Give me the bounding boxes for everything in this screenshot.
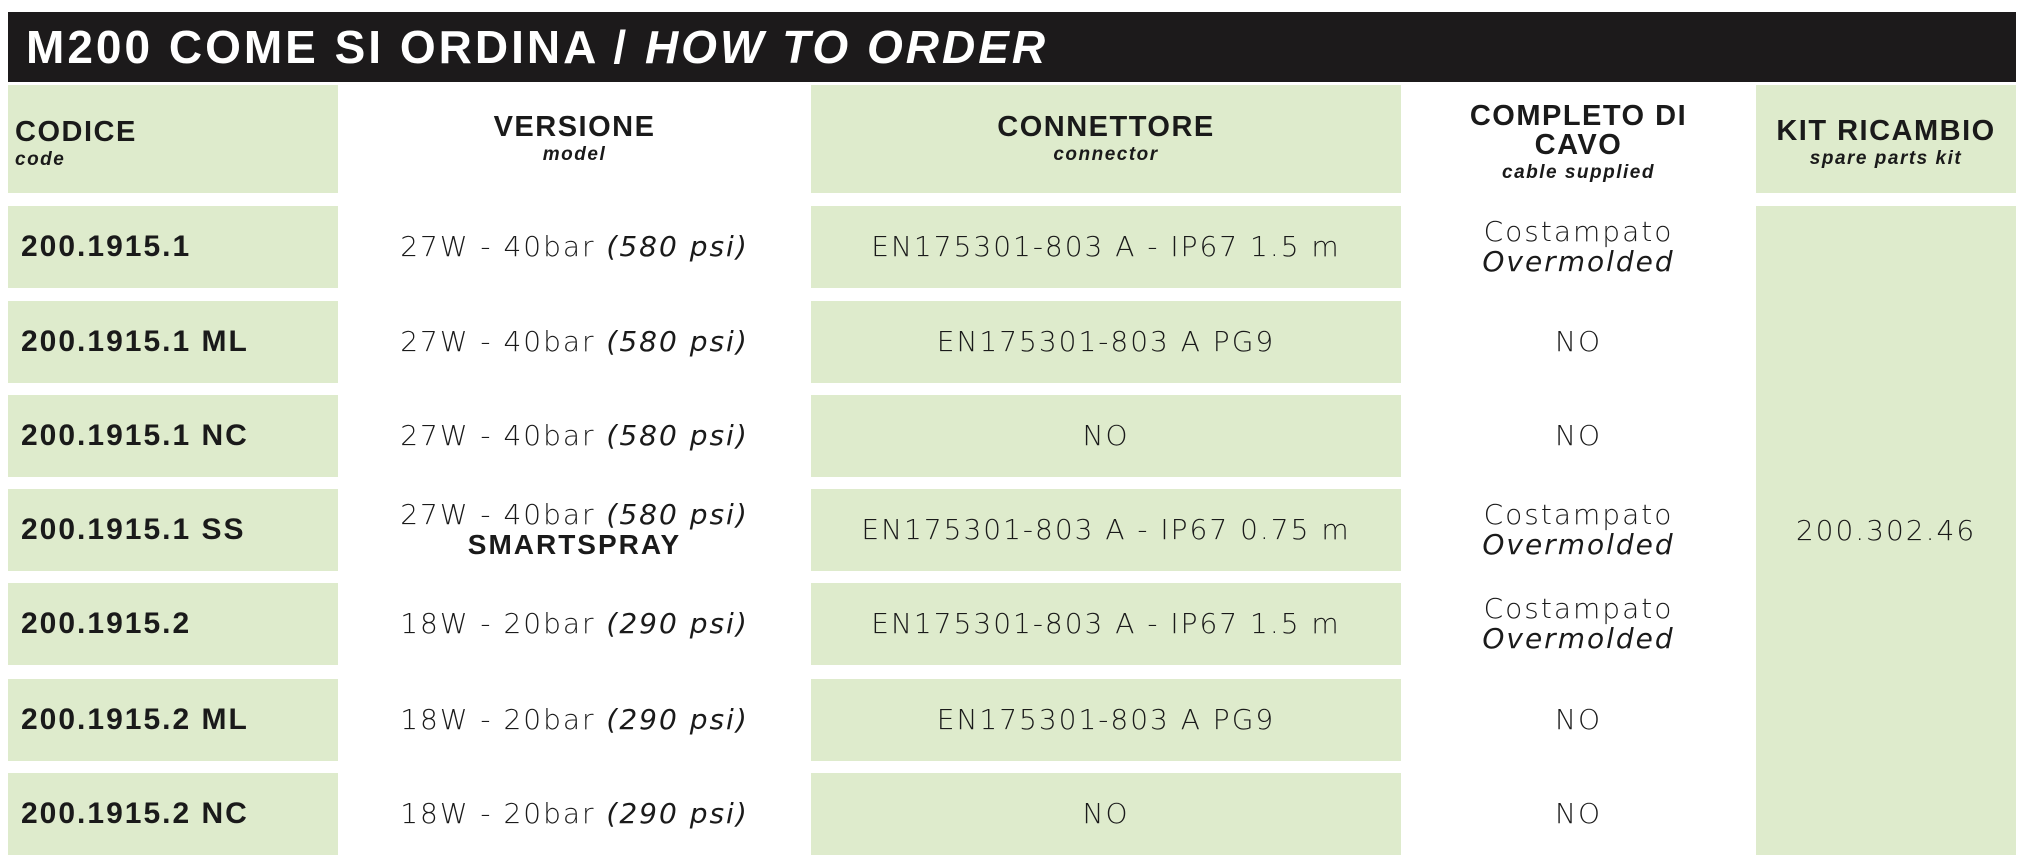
connector-value: EN175301-803 A PG9 <box>936 703 1276 736</box>
table-row-cable: NO <box>1403 773 1754 855</box>
table-row-connector: EN175301-803 A - IP67 1.5 m <box>811 583 1401 665</box>
table-row-version: 27W - 40bar (580 psi) <box>340 301 809 383</box>
table-row-cable: Costampato Overmolded <box>1403 583 1754 665</box>
header-sublabel: spare parts kit <box>1809 147 1963 169</box>
cable-value-english: Overmolded <box>1482 528 1675 561</box>
version-value: 27W - 40bar (580 psi) <box>400 419 749 452</box>
table-row-code: 200.1915.2 NC <box>8 773 338 855</box>
table-row-connector: EN175301-803 A PG9 <box>811 301 1401 383</box>
cable-value: NO <box>1555 325 1602 358</box>
header-kit-ricambio: KIT RICAMBIO spare parts kit <box>1756 85 2016 193</box>
header-completo-di-cavo: COMPLETO DI CAVO cable supplied <box>1403 85 1754 193</box>
table-row-code: 200.1915.1 ML <box>8 301 338 383</box>
table-row-version: 27W - 40bar (580 psi) <box>340 206 809 288</box>
table-row-connector: EN175301-803 A PG9 <box>811 679 1401 761</box>
table-row-connector: EN175301-803 A - IP67 1.5 m <box>811 206 1401 288</box>
code-value: 200.1915.1 <box>21 230 192 263</box>
header-codice: CODICE code <box>8 85 338 193</box>
header-label: VERSIONE <box>493 110 656 143</box>
version-extra: SMARTSPRAY <box>467 529 682 560</box>
table-row-version: 18W - 20bar (290 psi) <box>340 773 809 855</box>
table-row-code: 200.1915.1 <box>8 206 338 288</box>
table-row-code: 200.1915.2 <box>8 583 338 665</box>
header-label: CONNETTORE <box>997 110 1215 143</box>
table-row-connector: NO <box>811 773 1401 855</box>
connector-value: EN175301-803 A PG9 <box>936 325 1276 358</box>
connector-value: NO <box>1082 419 1130 452</box>
header-label: CODICE <box>15 115 137 148</box>
table-row-code: 200.1915.1 NC <box>8 395 338 477</box>
header-sublabel: model <box>542 143 607 165</box>
table-row-code: 200.1915.1 SS <box>8 489 338 571</box>
table-row-version: 18W - 20bar (290 psi) <box>340 583 809 665</box>
cable-value: Costampato <box>1483 215 1674 248</box>
kit-ricambio-cell: 200.302.46 <box>1756 206 2016 855</box>
page-title: M200 COME SI ORDINA / HOW TO ORDER <box>8 12 2016 82</box>
cable-value: Costampato <box>1483 498 1674 531</box>
table-row-version: 18W - 20bar (290 psi) <box>340 679 809 761</box>
title-italian: M200 COME SI ORDINA / <box>26 21 630 73</box>
title-english: HOW TO ORDER <box>644 21 1049 73</box>
cable-value: NO <box>1555 703 1602 736</box>
header-sublabel: code <box>15 148 66 170</box>
cable-value: NO <box>1555 419 1602 452</box>
table-row-cable: NO <box>1403 395 1754 477</box>
table-row-cable: NO <box>1403 301 1754 383</box>
connector-value: EN175301-803 A - IP67 0.75 m <box>861 513 1351 546</box>
connector-value: EN175301-803 A - IP67 1.5 m <box>871 230 1341 263</box>
version-value: 27W - 40bar (580 psi) <box>400 230 749 263</box>
code-value: 200.1915.1 SS <box>21 513 246 546</box>
header-versione: VERSIONE model <box>340 85 809 193</box>
table-row-connector: NO <box>811 395 1401 477</box>
code-value: 200.1915.1 ML <box>21 325 249 358</box>
header-label: COMPLETO DI CAVO <box>1469 100 1688 161</box>
table-row-version: 27W - 40bar (580 psi) <box>340 395 809 477</box>
cable-value-english: Overmolded <box>1482 622 1675 655</box>
header-sublabel: cable supplied <box>1502 162 1655 183</box>
connector-value: EN175301-803 A - IP67 1.5 m <box>871 607 1341 640</box>
connector-value: NO <box>1082 797 1130 830</box>
code-value: 200.1915.2 ML <box>21 703 249 736</box>
version-value: 18W - 20bar (290 psi) <box>400 703 749 736</box>
header-connettore: CONNETTORE connector <box>811 85 1401 193</box>
kit-value: 200.302.46 <box>1795 513 1977 547</box>
table-row-cable: Costampato Overmolded <box>1403 206 1754 288</box>
cable-value: NO <box>1555 797 1602 830</box>
code-value: 200.1915.2 NC <box>21 797 249 830</box>
table-row-code: 200.1915.2 ML <box>8 679 338 761</box>
code-value: 200.1915.1 NC <box>21 419 249 452</box>
cable-value-english: Overmolded <box>1482 245 1675 278</box>
version-value: 18W - 20bar (290 psi) <box>400 607 749 640</box>
table-row-cable: NO <box>1403 679 1754 761</box>
table-row-cable: Costampato Overmolded <box>1403 489 1754 571</box>
code-value: 200.1915.2 <box>21 607 192 640</box>
table-row-connector: EN175301-803 A - IP67 0.75 m <box>811 489 1401 571</box>
version-value: 18W - 20bar (290 psi) <box>400 797 749 830</box>
header-label: KIT RICAMBIO <box>1776 114 1996 147</box>
table-row-version: 27W - 40bar (580 psi) SMARTSPRAY <box>340 489 809 571</box>
version-value: 27W - 40bar (580 psi) <box>400 498 749 531</box>
header-sublabel: connector <box>1053 143 1159 165</box>
cable-value: Costampato <box>1483 592 1674 625</box>
version-value: 27W - 40bar (580 psi) <box>400 325 749 358</box>
